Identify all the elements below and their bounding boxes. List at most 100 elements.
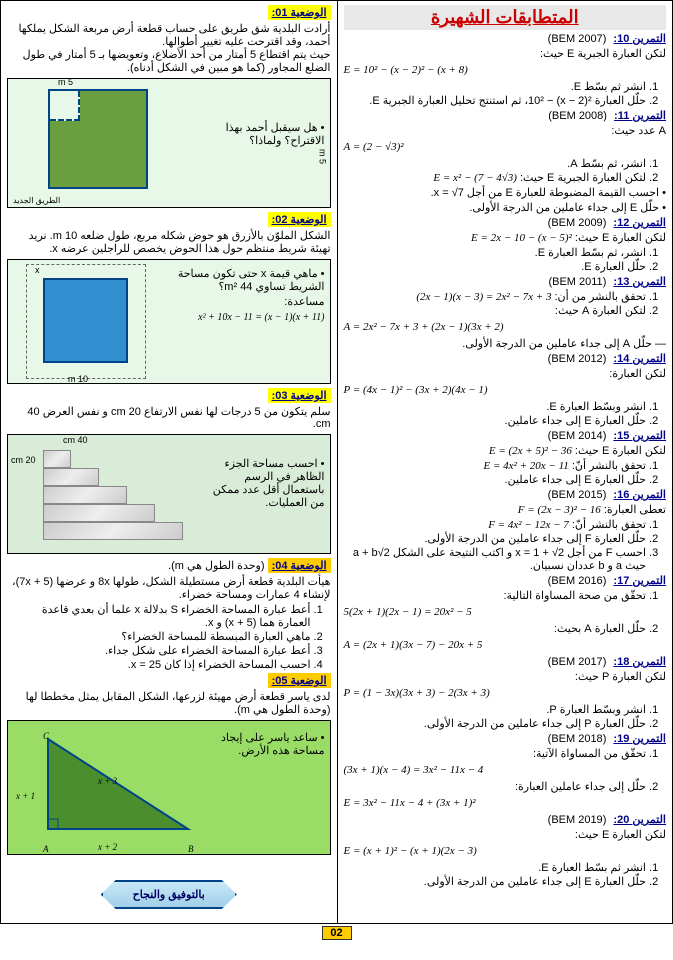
ex13-q1: تحقق بالنشر من أن: bbox=[555, 291, 647, 303]
ex11-l2: لتكن العبارة الجبرية E حيث: bbox=[520, 172, 646, 184]
sit2-title: الوضعية 02: bbox=[268, 212, 331, 227]
lC: C bbox=[43, 731, 49, 741]
ex15-intro: لتكن العبارة E حيث: bbox=[575, 445, 666, 457]
sit4-q3: أعط عبارة المساحة الخضراء على شكل جداء. bbox=[7, 644, 311, 657]
sit4-text: هيأت البلدية قطعة أرض مستطيلة الشكل، طول… bbox=[7, 575, 331, 601]
ex20-intro: لتكن العبارة E حيث: bbox=[344, 828, 667, 841]
ex15-q2: حلّل العبارة E إلى جداء عاملين. bbox=[344, 473, 647, 486]
dim-20cm: 20 cm bbox=[11, 455, 36, 465]
ex10-q2: حلّل العبارة ²(x − 2) − 10²، ثم استنتج ت… bbox=[344, 94, 647, 107]
ex18-intro: لتكن العبارة P حيث: bbox=[344, 670, 667, 683]
ex16-q3: احسب F من أجل x = 1 + √2 و اكتب النتيجة … bbox=[344, 546, 647, 572]
ex11-m1: A = (2 − √3)² bbox=[344, 141, 404, 153]
ex13-m1: (2x − 1)(x − 3) = 2x² − 7x + 3 bbox=[416, 291, 551, 303]
ex19-title: التمرين 19: bbox=[613, 733, 666, 745]
ex12-intro: لتكن العبارة E حيث: bbox=[575, 232, 666, 244]
sit4-title: الوضعية 04: bbox=[268, 558, 331, 573]
sit5-title: الوضعية 05: bbox=[268, 673, 331, 688]
ex16-bem: (BEM 2015) bbox=[548, 489, 607, 501]
ex14-q2: حلّل العبارة E إلى جداء عاملين. bbox=[344, 414, 647, 427]
ex12-q1: انشر، ثم بسّط العبارة E. bbox=[344, 246, 647, 259]
ex16-math: F = (2x − 3)² − 16 bbox=[518, 504, 601, 516]
sit1-q: • هل سيقبل أحمد بهذا الاقتراح؟ ولماذا؟ bbox=[195, 121, 325, 147]
left-column: الوضعية 01: أرادت البلدية شق طريق على حس… bbox=[1, 1, 337, 923]
ex20-math: E = (x + 1)² − (x + 1)(2x − 3) bbox=[344, 845, 477, 857]
ex15-m1: E = 4x² + 20x − 11 bbox=[484, 460, 569, 472]
lA: A bbox=[43, 844, 49, 854]
green-square bbox=[48, 89, 148, 189]
ex18-bem: (BEM 2017) bbox=[548, 656, 607, 668]
ex17-m1: 5(2x + 1)(2x − 1) = 20x² − 5 bbox=[344, 606, 472, 618]
ex15-math: E = (2x + 5)² − 36 bbox=[489, 445, 572, 457]
ex11-m2: E = x² − (7 − 4√3) bbox=[433, 172, 517, 184]
sit3-q: • احسب مساحة الجزء الظاهر في الرسم باستع… bbox=[205, 457, 325, 509]
ex18-title: التمرين 18: bbox=[613, 656, 666, 668]
ex10-bem: (BEM 2007) bbox=[548, 33, 607, 45]
ex12-bem: (BEM 2009) bbox=[548, 217, 607, 229]
ex14-q1: انشر وبسّط العبارة E. bbox=[344, 400, 647, 413]
sit2-figure: 10 m x • ماهي قيمة x حتى تكون مساحة الشر… bbox=[7, 259, 331, 384]
ex20-title: التمرين 20: bbox=[613, 814, 666, 826]
sit4-q1: أعط عبارة المساحة الخضراء S بدلالة x علم… bbox=[7, 603, 311, 629]
ex14-math: P = (4x − 1)² − (3x + 2)(4x − 1) bbox=[344, 384, 488, 396]
sit1-figure: 5 m 5 m الطريق الجديد • هل سيقبل أحمد به… bbox=[7, 78, 331, 208]
ex19-bem: (BEM 2018) bbox=[548, 733, 607, 745]
lB: B bbox=[188, 844, 194, 854]
sit1-text: أرادت البلدية شق طريق على حساب قطعة أرض … bbox=[7, 22, 331, 74]
ex13-l2: لتكن العبارة A حيث: bbox=[555, 305, 646, 317]
ex19-q1: تحقّق من المساواة الآتية: bbox=[344, 747, 647, 760]
cutout-icon bbox=[50, 91, 80, 121]
ex13-title: التمرين 13: bbox=[613, 276, 666, 288]
sit3-title: الوضعية 03: bbox=[268, 388, 331, 403]
ex17-m2: A = (2x + 1)(3x − 7) − 20x + 5 bbox=[344, 639, 483, 651]
ex20-bem: (BEM 2019) bbox=[548, 814, 607, 826]
sit5-text: لدى ياسر قطعة أرض مهيئة لزرعها، الشكل ال… bbox=[7, 690, 331, 716]
dim-x: x bbox=[35, 265, 40, 275]
dim-5m-top: 5 m bbox=[58, 77, 73, 87]
ex14-title: التمرين 14: bbox=[613, 353, 666, 365]
ex11-title: التمرين 11: bbox=[614, 110, 666, 122]
l-x1: x + 1 bbox=[16, 791, 35, 801]
page-number: 02 bbox=[322, 926, 352, 940]
ex17-q1: تحقّق من صحة المساواة التالية: bbox=[344, 589, 647, 602]
l-x2: x + 2 bbox=[98, 842, 117, 852]
ex12-math: E = 2x − 10 − (x − 5)² bbox=[471, 232, 572, 244]
sit2-q: • ماهي قيمة x حتى تكون مساحة الشريط تساو… bbox=[175, 267, 325, 293]
ex11-q2: • احسب القيمة المضبوطة للعبارة E من أجل … bbox=[344, 186, 667, 199]
ex18-q2: حلّل العبارة P إلى جداء عاملين من الدرجة… bbox=[344, 717, 647, 730]
ex17-bem: (BEM 2016) bbox=[548, 575, 607, 587]
sit2-help: مساعدة: bbox=[175, 295, 325, 308]
ex16-intro: تعطى العبارة: bbox=[604, 504, 666, 516]
sit1-title: الوضعية 01: bbox=[268, 5, 331, 20]
ex10-title: التمرين 10: bbox=[613, 33, 666, 45]
sit4-q2: ماهي العبارة المبسطة للمساحة الخضراء؟ bbox=[7, 630, 311, 643]
ex19-l2: حلّل إلى جداء عاملين العبارة: bbox=[344, 780, 647, 793]
ex13-m2: A = 2x² − 7x + 3 + (2x − 1)(3x + 2) bbox=[344, 321, 504, 333]
ex17-title: التمرين 17: bbox=[613, 575, 666, 587]
ex10-q1: انشر ثم بسّط E. bbox=[344, 80, 647, 93]
sit2-text: الشكل الملوّن بالأزرق هو حوض شكله مربع، … bbox=[7, 229, 331, 255]
ex19-m1: (3x + 1)(x − 4) = 3x² − 11x − 4 bbox=[344, 764, 484, 776]
sit3-text: سلم يتكون من 5 درجات لها نفس الارتفاع 20… bbox=[7, 405, 331, 430]
ex15-q1: تحقق بالنشر أنّ: bbox=[572, 460, 646, 472]
ex14-bem: (BEM 2012) bbox=[548, 353, 607, 365]
main-title: المتطابقات الشهيرة bbox=[344, 5, 667, 30]
dim-40cm: 40 cm bbox=[63, 435, 88, 445]
ex20-q2: حلّل العبارة E إلى جداء عاملين من الدرجة… bbox=[344, 875, 647, 888]
blue-square bbox=[43, 278, 128, 363]
road-label: الطريق الجديد bbox=[13, 196, 60, 205]
ex16-m1: F = 4x² − 12x − 7 bbox=[488, 519, 569, 531]
ex12-q2: حلّل العبارة E. bbox=[344, 260, 647, 273]
good-luck-banner: بالتوفيق والنجاح bbox=[101, 880, 237, 909]
ex10-intro: لتكن العبارة الجبرية E حيث: bbox=[344, 47, 667, 60]
ex16-q2: حلّل العبارة F إلى جداء عاملين من الدرجة… bbox=[344, 532, 647, 545]
sit5-q: • ساعد ياسر على إيجاد مساحة هذه الأرض. bbox=[215, 731, 325, 757]
ex16-title: التمرين 16: bbox=[613, 489, 666, 501]
triangle-icon bbox=[38, 729, 198, 839]
ex12-title: التمرين 12: bbox=[613, 217, 666, 229]
ex18-math: P = (1 − 3x)(3x + 3) − 2(3x + 3) bbox=[344, 687, 490, 699]
ex15-bem: (BEM 2014) bbox=[548, 430, 607, 442]
ex11-q3: • حلّل E إلى جداء عاملين من الدرجة الأول… bbox=[344, 201, 667, 214]
ex11-bem: (BEM 2008) bbox=[548, 110, 607, 122]
ex13-q3: — حلّل A إلى جداء عاملين من الدرجة الأول… bbox=[344, 337, 667, 350]
